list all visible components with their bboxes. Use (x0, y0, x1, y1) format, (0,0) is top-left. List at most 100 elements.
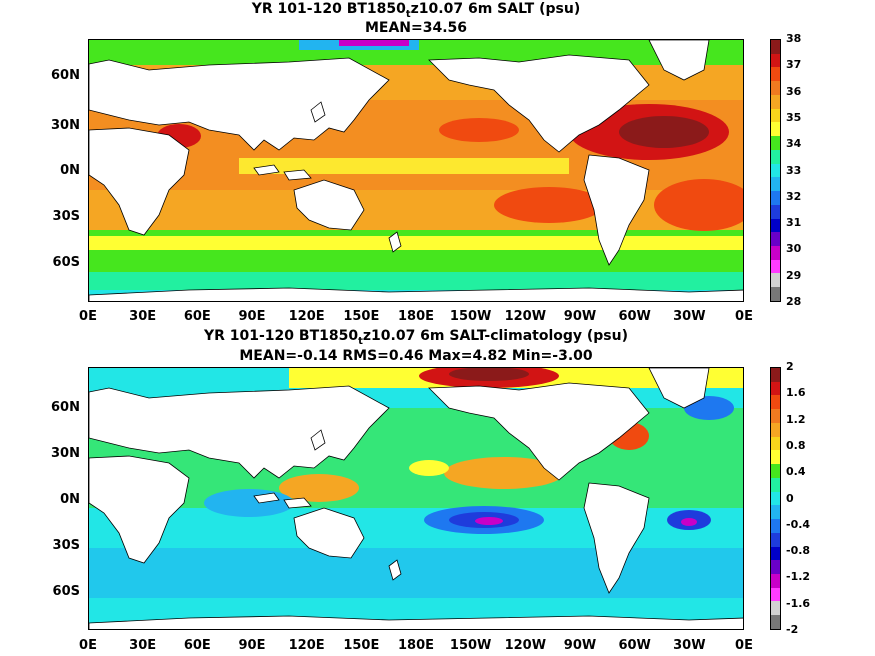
colorbar-segment (771, 381, 780, 396)
colorbar-segment (771, 560, 780, 575)
colorbar-segment (771, 436, 780, 451)
x-label: 150E (343, 638, 380, 653)
y-label-30s-top: 30S (52, 209, 80, 224)
colorbar-segment (771, 204, 780, 219)
colorbar-label: -0.8 (786, 544, 811, 558)
bottom-panel-title: YR 101-120 BT1850tz10.07 6m SALT-climato… (203, 328, 629, 347)
colorbar-label: 33 (786, 163, 802, 177)
top-panel-title: YR 101-120 BT1850tz10.07 6m SALT (psu) (251, 1, 581, 20)
colorbar-label: 28 (786, 295, 802, 308)
x-label: 120W (504, 309, 547, 324)
colorbar-segment (771, 395, 780, 410)
colorbar-segment (771, 546, 780, 561)
colorbar-label: -0.4 (786, 517, 811, 531)
x-label: 120W (504, 638, 547, 653)
colorbar-segment (771, 587, 780, 602)
colorbar-label: 0 (786, 491, 794, 505)
colorbar-segment (771, 601, 780, 616)
colorbar-segment (771, 108, 780, 123)
colorbar-segment (771, 505, 780, 520)
colorbar-label: 38 (786, 32, 802, 45)
y-label-30n-bottom: 30N (51, 446, 80, 461)
colorbar-segment (771, 136, 780, 150)
colorbar-segment (771, 409, 780, 423)
colorbar-label: 35 (786, 110, 802, 124)
colorbar-label: 30 (786, 242, 802, 256)
x-label: 30W (673, 309, 706, 324)
colorbar-segment (771, 464, 780, 478)
colorbar-label: 29 (786, 268, 802, 282)
colorbar-segment (771, 259, 780, 274)
x-label: 90W (563, 638, 597, 653)
colorbar-label: -1.2 (786, 570, 811, 584)
colorbar-label: 37 (786, 58, 802, 72)
colorbar-segment (771, 273, 780, 288)
x-label: 90E (238, 309, 266, 324)
colorbar-segment (771, 191, 780, 205)
colorbar-segment (771, 177, 780, 192)
colorbar-label: -1.6 (786, 596, 811, 610)
colorbar-segment (771, 519, 780, 533)
colorbar-label: 1.6 (786, 386, 806, 400)
x-label: 0E (79, 309, 97, 324)
x-label: 30E (129, 638, 157, 653)
x-label: 60E (183, 309, 211, 324)
colorbar-label: 2 (786, 360, 794, 373)
x-label: 150E (343, 309, 380, 324)
top-colorbar (770, 39, 781, 302)
y-label-0n-bottom: 0N (60, 492, 80, 507)
colorbar-segment (771, 81, 780, 95)
y-label-60s-top: 60S (52, 255, 80, 270)
colorbar-segment (771, 149, 780, 164)
x-label: 90W (563, 309, 597, 324)
colorbar-segment (771, 574, 780, 588)
y-label-30s-bottom: 30S (52, 538, 80, 553)
bottom-colorbar (770, 367, 781, 630)
colorbar-segment (771, 532, 780, 547)
colorbar-segment (771, 94, 780, 109)
colorbar-segment (771, 232, 780, 247)
x-label: 30E (129, 309, 157, 324)
colorbar-label: 0.4 (786, 465, 806, 479)
x-label: 180E (397, 309, 435, 324)
top-salinity-map (88, 39, 744, 302)
bottom-salinity-anomaly-map (88, 367, 744, 630)
colorbar-segment (771, 422, 780, 437)
top-panel-subtitle: MEAN=34.56 (364, 20, 468, 36)
x-label: 60E (183, 638, 211, 653)
colorbar-segment (771, 218, 780, 233)
colorbar-label: -2 (786, 623, 799, 636)
x-label: 0E (79, 638, 97, 653)
colorbar-segment (771, 477, 780, 492)
colorbar-segment (771, 491, 780, 506)
colorbar-segment (771, 122, 780, 137)
colorbar-segment (771, 450, 780, 465)
colorbar-segment (771, 163, 780, 178)
x-label: 60W (618, 309, 651, 324)
y-label-30n-top: 30N (51, 118, 80, 133)
x-label: 120E (288, 309, 325, 324)
colorbar-label: 36 (786, 84, 802, 98)
y-label-0n-top: 0N (60, 163, 80, 178)
colorbar-segment (771, 615, 780, 629)
colorbar-label: 31 (786, 216, 802, 230)
colorbar-label: 34 (786, 137, 802, 151)
bottom-panel-subtitle: MEAN=-0.14 RMS=0.46 Max=4.82 Min=-3.00 (239, 348, 593, 364)
y-label-60s-bottom: 60S (52, 584, 80, 599)
colorbar-segment (771, 67, 780, 82)
x-label: 150W (449, 309, 492, 324)
colorbar-label: 1.2 (786, 412, 806, 426)
colorbar-segment (771, 53, 780, 68)
y-label-60n-top: 60N (51, 68, 80, 83)
x-label: 180E (397, 638, 435, 653)
x-label: 30W (673, 638, 706, 653)
colorbar-label: 0.8 (786, 438, 806, 452)
x-label: 90E (238, 638, 266, 653)
colorbar-segment (771, 287, 780, 301)
colorbar-segment (771, 246, 780, 260)
colorbar-label: 32 (786, 189, 802, 203)
y-label-60n-bottom: 60N (51, 400, 80, 415)
x-label: 0E (735, 309, 753, 324)
x-label: 120E (288, 638, 325, 653)
x-label: 150W (449, 638, 492, 653)
